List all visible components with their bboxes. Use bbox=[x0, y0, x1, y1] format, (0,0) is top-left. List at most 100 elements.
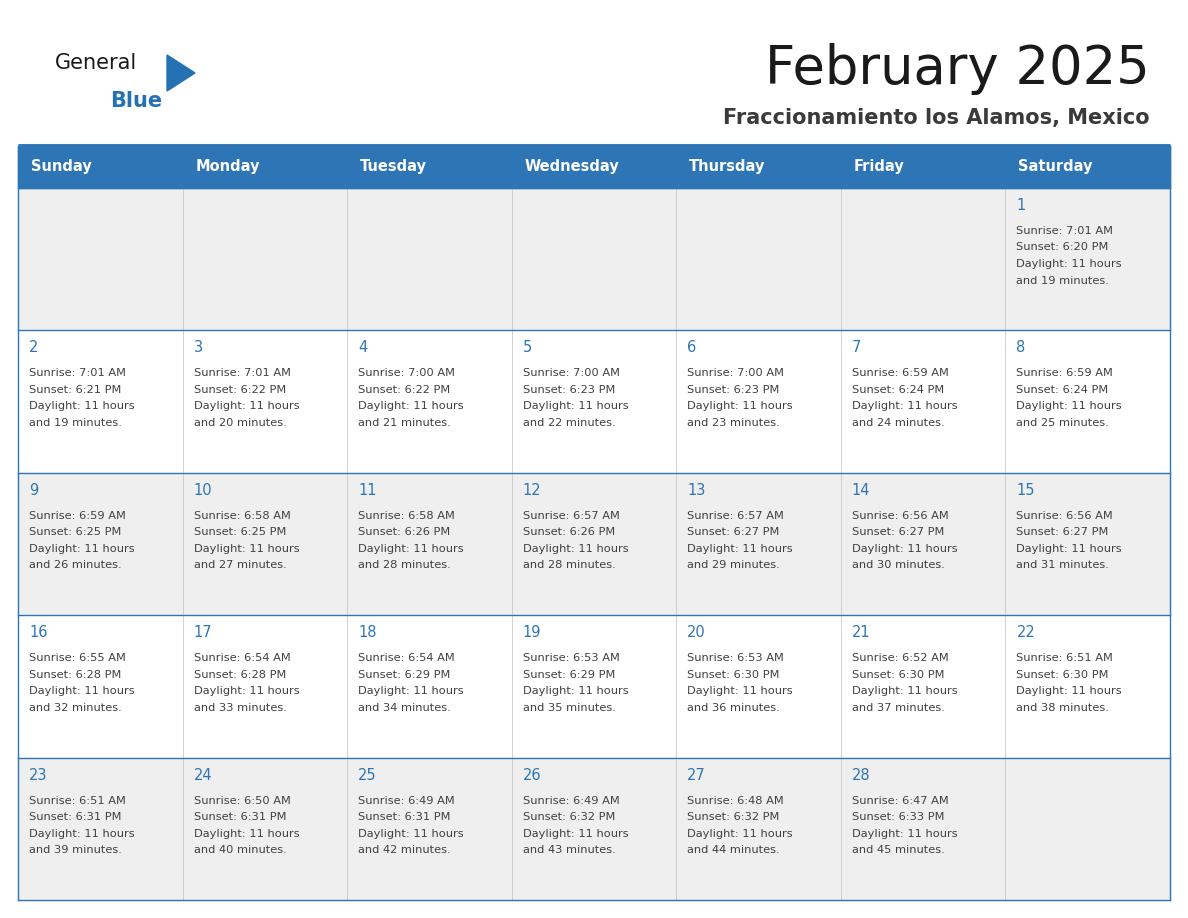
Text: and 38 minutes.: and 38 minutes. bbox=[1017, 702, 1110, 712]
Text: and 23 minutes.: and 23 minutes. bbox=[688, 418, 781, 428]
Text: Sunrise: 7:00 AM: Sunrise: 7:00 AM bbox=[358, 368, 455, 378]
Text: Sunrise: 6:53 AM: Sunrise: 6:53 AM bbox=[688, 654, 784, 663]
Text: Sunset: 6:21 PM: Sunset: 6:21 PM bbox=[29, 385, 121, 395]
Text: Sunrise: 6:53 AM: Sunrise: 6:53 AM bbox=[523, 654, 620, 663]
Text: and 44 minutes.: and 44 minutes. bbox=[688, 845, 779, 855]
Text: Daylight: 11 hours: Daylight: 11 hours bbox=[852, 686, 958, 696]
Text: 11: 11 bbox=[358, 483, 377, 498]
Text: Sunset: 6:29 PM: Sunset: 6:29 PM bbox=[523, 670, 615, 679]
Text: and 27 minutes.: and 27 minutes. bbox=[194, 560, 286, 570]
Bar bbox=[512, 146, 676, 188]
Text: Sunrise: 6:58 AM: Sunrise: 6:58 AM bbox=[194, 510, 290, 521]
Text: 22: 22 bbox=[1017, 625, 1035, 640]
Text: Saturday: Saturday bbox=[1018, 160, 1093, 174]
Text: 7: 7 bbox=[852, 341, 861, 355]
Text: Sunset: 6:26 PM: Sunset: 6:26 PM bbox=[358, 527, 450, 537]
Text: and 33 minutes.: and 33 minutes. bbox=[194, 702, 286, 712]
Text: 18: 18 bbox=[358, 625, 377, 640]
Text: Daylight: 11 hours: Daylight: 11 hours bbox=[688, 543, 792, 554]
Text: Friday: Friday bbox=[854, 160, 904, 174]
Text: Sunset: 6:22 PM: Sunset: 6:22 PM bbox=[194, 385, 286, 395]
Text: Sunrise: 7:00 AM: Sunrise: 7:00 AM bbox=[688, 368, 784, 378]
Text: 3: 3 bbox=[194, 341, 203, 355]
Text: Sunrise: 6:54 AM: Sunrise: 6:54 AM bbox=[358, 654, 455, 663]
Text: Sunrise: 6:54 AM: Sunrise: 6:54 AM bbox=[194, 654, 290, 663]
Text: Sunrise: 7:01 AM: Sunrise: 7:01 AM bbox=[194, 368, 291, 378]
Text: 2: 2 bbox=[29, 341, 38, 355]
Text: and 20 minutes.: and 20 minutes. bbox=[194, 418, 286, 428]
Text: Sunset: 6:31 PM: Sunset: 6:31 PM bbox=[194, 812, 286, 823]
Text: and 25 minutes.: and 25 minutes. bbox=[1017, 418, 1110, 428]
Text: Daylight: 11 hours: Daylight: 11 hours bbox=[194, 829, 299, 839]
Text: Fraccionamiento los Alamos, Mexico: Fraccionamiento los Alamos, Mexico bbox=[723, 108, 1150, 128]
Text: and 28 minutes.: and 28 minutes. bbox=[523, 560, 615, 570]
Text: Sunrise: 6:56 AM: Sunrise: 6:56 AM bbox=[852, 510, 948, 521]
Text: 9: 9 bbox=[29, 483, 38, 498]
Text: and 28 minutes.: and 28 minutes. bbox=[358, 560, 451, 570]
Text: Daylight: 11 hours: Daylight: 11 hours bbox=[688, 686, 792, 696]
Text: Sunrise: 6:51 AM: Sunrise: 6:51 AM bbox=[1017, 654, 1113, 663]
Text: Sunset: 6:30 PM: Sunset: 6:30 PM bbox=[1017, 670, 1108, 679]
Text: Sunrise: 6:58 AM: Sunrise: 6:58 AM bbox=[358, 510, 455, 521]
Text: Wednesday: Wednesday bbox=[525, 160, 619, 174]
Text: 10: 10 bbox=[194, 483, 213, 498]
Text: 23: 23 bbox=[29, 767, 48, 783]
Text: Daylight: 11 hours: Daylight: 11 hours bbox=[29, 829, 134, 839]
Text: Monday: Monday bbox=[196, 160, 260, 174]
Bar bbox=[18, 146, 183, 188]
Text: Daylight: 11 hours: Daylight: 11 hours bbox=[1017, 401, 1121, 411]
Text: 21: 21 bbox=[852, 625, 871, 640]
Text: 19: 19 bbox=[523, 625, 542, 640]
Text: 13: 13 bbox=[688, 483, 706, 498]
Text: and 42 minutes.: and 42 minutes. bbox=[358, 845, 450, 855]
Text: 27: 27 bbox=[688, 767, 706, 783]
Text: 5: 5 bbox=[523, 341, 532, 355]
Bar bbox=[18, 473, 1170, 615]
Text: Sunset: 6:20 PM: Sunset: 6:20 PM bbox=[1017, 242, 1108, 252]
Text: and 32 minutes.: and 32 minutes. bbox=[29, 702, 121, 712]
Text: Sunday: Sunday bbox=[31, 160, 91, 174]
Text: Sunset: 6:27 PM: Sunset: 6:27 PM bbox=[1017, 527, 1108, 537]
Text: and 45 minutes.: and 45 minutes. bbox=[852, 845, 944, 855]
Text: 14: 14 bbox=[852, 483, 871, 498]
Text: Sunset: 6:24 PM: Sunset: 6:24 PM bbox=[1017, 385, 1108, 395]
Text: Sunset: 6:22 PM: Sunset: 6:22 PM bbox=[358, 385, 450, 395]
Text: Sunset: 6:24 PM: Sunset: 6:24 PM bbox=[852, 385, 944, 395]
Text: Sunrise: 6:57 AM: Sunrise: 6:57 AM bbox=[688, 510, 784, 521]
Text: Sunrise: 6:59 AM: Sunrise: 6:59 AM bbox=[1017, 368, 1113, 378]
Text: Sunset: 6:30 PM: Sunset: 6:30 PM bbox=[852, 670, 944, 679]
Text: Thursday: Thursday bbox=[689, 160, 765, 174]
Text: Sunset: 6:23 PM: Sunset: 6:23 PM bbox=[523, 385, 615, 395]
Text: Sunrise: 6:52 AM: Sunrise: 6:52 AM bbox=[852, 654, 948, 663]
Text: Sunset: 6:25 PM: Sunset: 6:25 PM bbox=[29, 527, 121, 537]
Text: Sunrise: 6:59 AM: Sunrise: 6:59 AM bbox=[29, 510, 126, 521]
Text: Sunset: 6:30 PM: Sunset: 6:30 PM bbox=[688, 670, 779, 679]
Text: Daylight: 11 hours: Daylight: 11 hours bbox=[358, 401, 463, 411]
Text: 4: 4 bbox=[358, 341, 367, 355]
Bar bbox=[183, 146, 347, 188]
Text: and 26 minutes.: and 26 minutes. bbox=[29, 560, 121, 570]
Text: 24: 24 bbox=[194, 767, 213, 783]
Bar bbox=[18, 330, 1170, 473]
Text: Daylight: 11 hours: Daylight: 11 hours bbox=[1017, 686, 1121, 696]
Text: Sunset: 6:32 PM: Sunset: 6:32 PM bbox=[523, 812, 615, 823]
Text: and 21 minutes.: and 21 minutes. bbox=[358, 418, 451, 428]
Text: 20: 20 bbox=[688, 625, 706, 640]
Text: 26: 26 bbox=[523, 767, 542, 783]
Text: 17: 17 bbox=[194, 625, 213, 640]
Text: Daylight: 11 hours: Daylight: 11 hours bbox=[358, 543, 463, 554]
Text: and 39 minutes.: and 39 minutes. bbox=[29, 845, 122, 855]
Text: and 24 minutes.: and 24 minutes. bbox=[852, 418, 944, 428]
Text: Sunrise: 6:49 AM: Sunrise: 6:49 AM bbox=[358, 796, 455, 806]
Bar bbox=[18, 188, 1170, 330]
Text: Sunrise: 7:01 AM: Sunrise: 7:01 AM bbox=[1017, 226, 1113, 236]
Bar bbox=[841, 146, 1005, 188]
Text: Sunset: 6:23 PM: Sunset: 6:23 PM bbox=[688, 385, 779, 395]
Text: Sunrise: 7:01 AM: Sunrise: 7:01 AM bbox=[29, 368, 126, 378]
Polygon shape bbox=[168, 55, 195, 91]
Text: 15: 15 bbox=[1017, 483, 1035, 498]
Bar bbox=[18, 615, 1170, 757]
Text: Sunrise: 7:00 AM: Sunrise: 7:00 AM bbox=[523, 368, 620, 378]
Text: Sunrise: 6:59 AM: Sunrise: 6:59 AM bbox=[852, 368, 949, 378]
Text: Daylight: 11 hours: Daylight: 11 hours bbox=[852, 401, 958, 411]
